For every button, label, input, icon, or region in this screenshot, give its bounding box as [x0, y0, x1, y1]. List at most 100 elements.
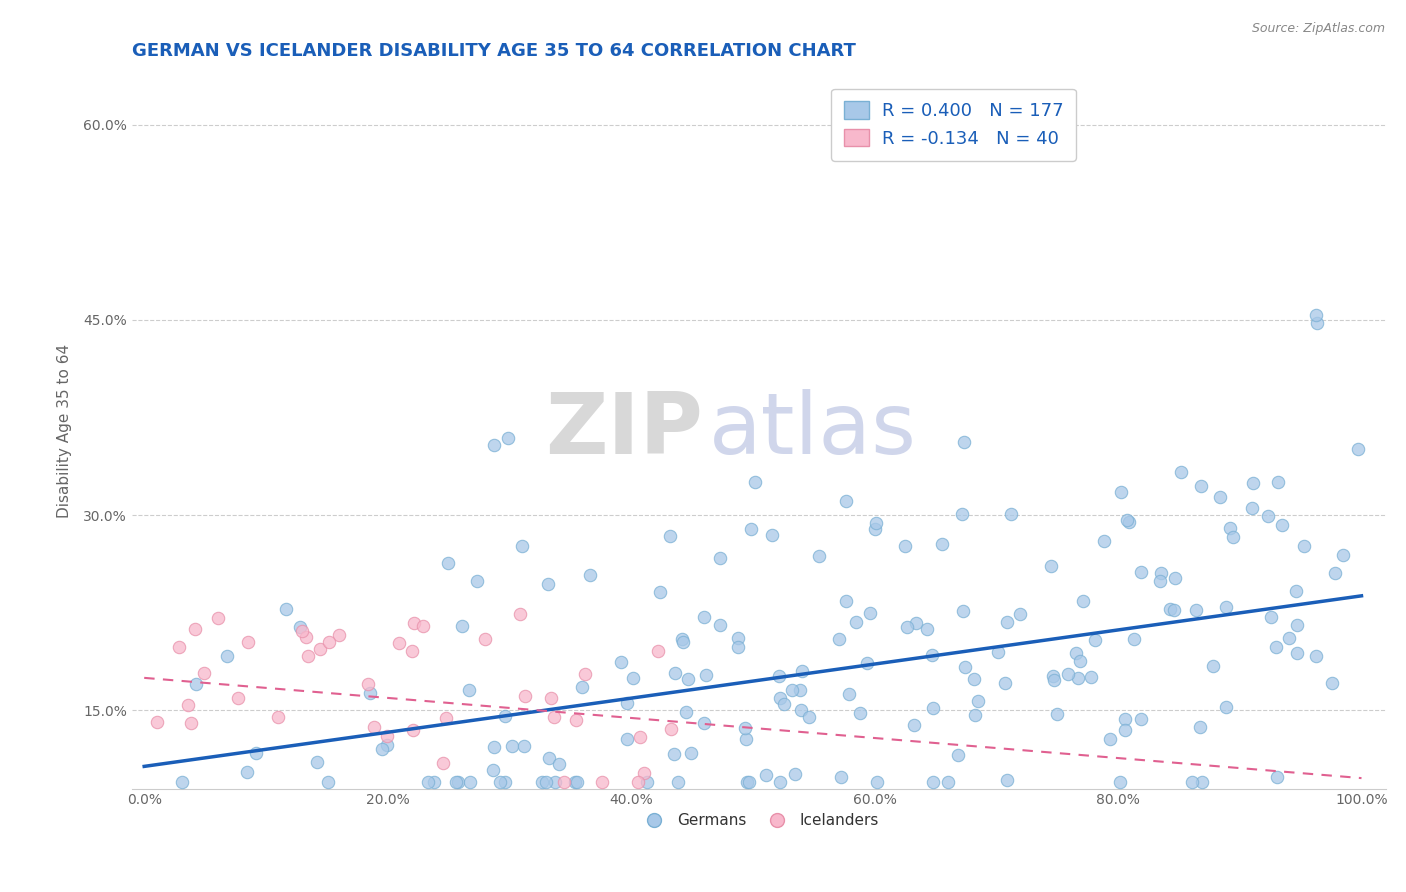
Point — [1260, 610, 1282, 624]
Point — [628, 730, 651, 744]
Point — [295, 631, 318, 645]
Point — [193, 665, 215, 680]
Point — [318, 635, 340, 649]
Point — [672, 634, 695, 648]
Point — [1331, 548, 1354, 562]
Point — [627, 775, 650, 789]
Point — [785, 767, 807, 781]
Point — [544, 775, 567, 789]
Point — [207, 611, 229, 625]
Point — [1294, 539, 1316, 553]
Point — [494, 708, 516, 723]
Point — [578, 568, 600, 582]
Point — [1150, 566, 1173, 580]
Point — [328, 628, 350, 642]
Point — [363, 720, 385, 734]
Point — [574, 667, 596, 681]
Point — [952, 604, 974, 618]
Point — [316, 775, 339, 789]
Point — [664, 665, 686, 680]
Point — [1066, 671, 1088, 685]
Point — [709, 618, 731, 632]
Point — [543, 710, 565, 724]
Point — [865, 516, 887, 530]
Point — [709, 551, 731, 566]
Point — [735, 775, 758, 789]
Point — [571, 681, 593, 695]
Point — [1188, 720, 1211, 734]
Point — [1080, 670, 1102, 684]
Point — [494, 775, 516, 789]
Point — [676, 673, 699, 687]
Point — [146, 714, 169, 729]
Point — [727, 640, 749, 654]
Point — [695, 667, 717, 681]
Point — [217, 649, 239, 664]
Point — [965, 707, 987, 722]
Point — [903, 718, 925, 732]
Point — [444, 775, 467, 789]
Text: ZIP: ZIP — [544, 389, 703, 472]
Point — [1071, 594, 1094, 608]
Y-axis label: Disability Age 35 to 64: Disability Age 35 to 64 — [58, 343, 72, 517]
Point — [792, 664, 814, 678]
Point — [1322, 676, 1344, 690]
Point — [790, 703, 813, 717]
Point — [512, 539, 534, 553]
Point — [474, 632, 496, 647]
Point — [658, 529, 681, 543]
Point — [177, 698, 200, 713]
Point — [679, 747, 702, 761]
Point — [830, 770, 852, 784]
Point — [1000, 508, 1022, 522]
Point — [835, 494, 858, 508]
Point — [375, 738, 398, 752]
Point — [534, 775, 557, 789]
Point — [963, 672, 986, 686]
Point — [755, 767, 778, 781]
Point — [276, 602, 298, 616]
Point — [1267, 475, 1289, 489]
Point — [1116, 513, 1139, 527]
Point — [513, 690, 536, 704]
Point — [848, 706, 870, 721]
Point — [1285, 583, 1308, 598]
Point — [371, 741, 394, 756]
Point — [1219, 521, 1241, 535]
Point — [1191, 775, 1213, 789]
Point — [740, 522, 762, 536]
Point — [267, 709, 290, 723]
Point — [1010, 607, 1032, 621]
Legend: Germans, Icelanders: Germans, Icelanders — [633, 807, 886, 835]
Point — [245, 746, 267, 760]
Point — [780, 682, 803, 697]
Point — [921, 648, 943, 662]
Point — [1324, 566, 1347, 580]
Point — [513, 739, 536, 753]
Point — [432, 756, 454, 770]
Point — [1305, 649, 1327, 664]
Point — [482, 739, 505, 754]
Point — [437, 556, 460, 570]
Point — [769, 775, 792, 789]
Point — [402, 723, 425, 737]
Point — [1057, 667, 1080, 681]
Point — [1271, 517, 1294, 532]
Point — [1189, 479, 1212, 493]
Point — [501, 739, 523, 754]
Point — [564, 713, 586, 727]
Point — [744, 475, 766, 490]
Point — [738, 775, 761, 789]
Point — [995, 615, 1018, 629]
Text: GERMAN VS ICELANDER DISABILITY AGE 35 TO 64 CORRELATION CHART: GERMAN VS ICELANDER DISABILITY AGE 35 TO… — [132, 42, 856, 60]
Point — [412, 619, 434, 633]
Point — [621, 671, 644, 685]
Point — [953, 434, 976, 449]
Point — [238, 635, 260, 649]
Point — [1347, 442, 1369, 457]
Point — [1305, 309, 1327, 323]
Point — [1149, 574, 1171, 588]
Point — [309, 642, 332, 657]
Point — [553, 775, 575, 789]
Point — [1064, 646, 1087, 660]
